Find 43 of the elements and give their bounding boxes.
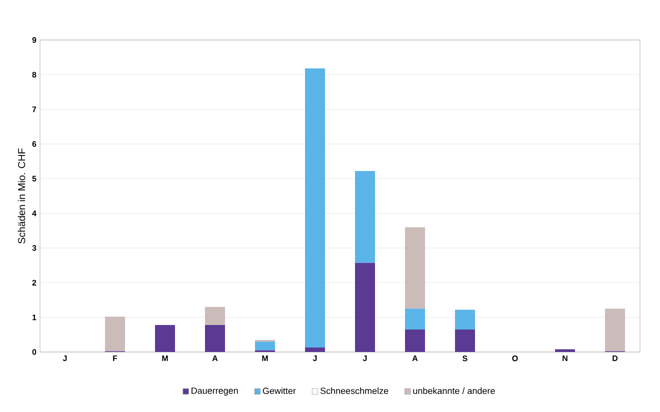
x-tick-label: J [62,356,67,362]
bar [305,347,326,352]
bar [105,316,126,352]
x-tick-label: A [212,356,218,362]
bar [605,308,626,352]
x-tick-label: O [512,356,518,362]
bar [555,349,576,352]
bar [255,342,276,350]
y-tick-label: 4 [32,210,36,216]
y-tick-label: 7 [32,106,36,112]
y-tick-label: 6 [32,141,36,147]
x-tick-label: N [562,356,568,362]
x-tick-label: M [262,356,268,362]
x-tick-label: J [312,356,317,362]
legend-label: Gewitter [262,387,296,394]
y-tick-label: 3 [32,245,36,251]
x-tick-label: D [612,356,618,362]
x-tick-label: S [462,356,468,362]
y-tick-label: 2 [32,280,36,286]
bar [205,324,226,352]
legend-label: unbekannte / andere [413,387,495,394]
x-tick-label: A [412,356,418,362]
y-tick-label: 1 [32,314,36,320]
bar [405,227,426,309]
bar [355,262,376,352]
y-axis-title: Schäden in Mio. CHF [18,148,26,244]
x-tick-label: J [362,356,367,362]
bar [205,306,226,325]
bar [455,329,476,352]
y-tick-label: 0 [32,349,36,355]
bar [455,310,476,330]
x-tick-label: M [162,356,168,362]
y-tick-label: 5 [32,176,36,182]
y-tick-label: 9 [32,37,36,43]
bar [305,68,326,348]
x-tick-label: F [113,356,118,362]
bar [405,308,426,330]
legend-label: Dauerregen [192,388,238,396]
legend-label: Schneeschmelze [320,387,388,394]
y-tick-label: 8 [32,72,36,78]
bar [405,329,426,352]
bar [355,171,376,263]
bar [155,324,176,352]
